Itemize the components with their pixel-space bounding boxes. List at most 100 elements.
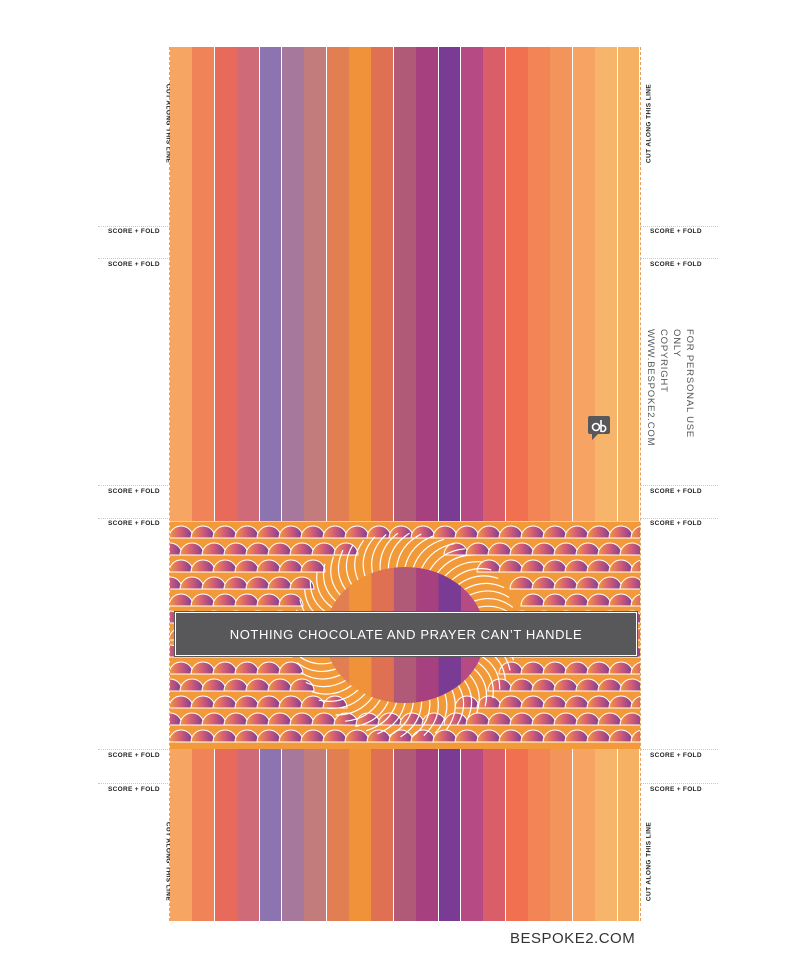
stripe xyxy=(192,47,216,921)
ring-arc xyxy=(371,534,387,573)
stripe xyxy=(304,47,328,921)
ring-arc xyxy=(318,689,359,702)
bespoke-logo-icon xyxy=(588,416,610,440)
scale-tile xyxy=(300,559,326,573)
stripe xyxy=(349,47,372,921)
ring-arc xyxy=(326,693,366,709)
score-fold-label: SCORE + FOLD xyxy=(108,520,160,527)
ring-arc xyxy=(429,548,465,571)
scale-tile xyxy=(630,593,640,607)
ring-arc xyxy=(345,544,354,585)
ring-arc xyxy=(480,655,501,690)
score-fold-label: SCORE + FOLD xyxy=(108,228,160,235)
fold-line xyxy=(640,485,718,486)
fold-line xyxy=(98,258,170,259)
ring-arc xyxy=(477,662,494,699)
stripe xyxy=(237,47,261,921)
scale-tile xyxy=(630,559,640,573)
ring-arc xyxy=(379,532,399,571)
stripe xyxy=(617,47,640,921)
ring-arc xyxy=(474,598,514,608)
stripe xyxy=(393,47,417,921)
ring-arc xyxy=(300,672,341,680)
left-cut-line xyxy=(169,47,170,921)
ring-arc xyxy=(411,699,431,738)
scale-tile xyxy=(289,678,315,692)
stripe xyxy=(259,47,283,921)
fold-line xyxy=(640,518,718,519)
score-fold-label: SCORE + FOLD xyxy=(108,261,160,268)
ring-arc xyxy=(400,701,423,738)
ring-arc xyxy=(377,702,406,735)
ring-arc xyxy=(354,539,365,581)
stripe xyxy=(483,47,507,921)
score-fold-label: SCORE + FOLD xyxy=(650,786,702,793)
ring-arc xyxy=(362,536,376,577)
ring-arc xyxy=(396,533,422,568)
ring-arc xyxy=(444,561,484,577)
ring-arc xyxy=(451,568,492,581)
ring-arc xyxy=(387,532,410,569)
scale-tile xyxy=(619,542,640,556)
scale-tile xyxy=(630,729,640,743)
stripe xyxy=(438,47,462,921)
ring-arc xyxy=(311,685,352,695)
ring-arc xyxy=(434,693,448,734)
ring-arc xyxy=(335,696,373,716)
ring-arc xyxy=(316,571,333,608)
scale-tile xyxy=(278,661,304,675)
ring-arc xyxy=(365,702,398,732)
fold-line xyxy=(98,485,170,486)
scale-tile xyxy=(630,525,640,539)
cut-label-bottom-right: CUT ALONG THIS LINE xyxy=(645,821,653,902)
ring-arc xyxy=(355,701,389,728)
score-fold-label: SCORE + FOLD xyxy=(650,752,702,759)
fold-line xyxy=(98,749,170,750)
stripe xyxy=(214,47,238,921)
stripe xyxy=(281,47,305,921)
ring-arc xyxy=(469,590,510,598)
chocolate-wrapper: NOTHING CHOCOLATE AND PRAYER CAN’T HANDL… xyxy=(170,47,640,921)
stripe xyxy=(416,47,440,921)
pattern-panel: NOTHING CHOCOLATE AND PRAYER CAN’T HANDL… xyxy=(170,521,640,749)
stripe xyxy=(326,47,350,921)
ring-arc xyxy=(388,702,414,737)
stripe xyxy=(505,47,529,921)
scale-tile xyxy=(630,695,640,709)
stripe xyxy=(595,47,619,921)
ring-arc xyxy=(296,662,336,672)
personal-use-text: FOR PERSONAL USE ONLY xyxy=(671,329,695,439)
scale-tile xyxy=(619,576,640,590)
scale-tile xyxy=(619,712,640,726)
ring-arc xyxy=(456,685,465,726)
ring-arc xyxy=(322,563,337,602)
stripe xyxy=(460,47,484,921)
score-fold-label: SCORE + FOLD xyxy=(650,520,702,527)
score-fold-label: SCORE + FOLD xyxy=(108,752,160,759)
ring-arc xyxy=(404,535,433,568)
score-fold-label: SCORE + FOLD xyxy=(108,488,160,495)
ring-arc xyxy=(445,689,456,731)
fold-line xyxy=(98,783,170,784)
ring-arc xyxy=(412,538,445,568)
score-fold-label: SCORE + FOLD xyxy=(650,228,702,235)
fold-line xyxy=(640,783,718,784)
ring-arc xyxy=(458,575,499,585)
ring-arc xyxy=(463,680,473,721)
cut-label-top-right: CUT ALONG THIS LINE xyxy=(645,83,653,164)
fold-line xyxy=(98,518,170,519)
fold-line xyxy=(640,226,718,227)
ring-arc xyxy=(337,549,347,590)
ring-arc xyxy=(464,582,505,591)
score-fold-label: SCORE + FOLD xyxy=(650,488,702,495)
ring-arc xyxy=(437,554,475,574)
right-cut-line xyxy=(640,47,641,921)
ring-arc xyxy=(423,697,439,736)
stripe xyxy=(550,47,574,921)
stripe xyxy=(170,47,193,921)
ring-arc xyxy=(345,699,381,722)
stripe xyxy=(572,47,596,921)
score-fold-label: SCORE + FOLD xyxy=(108,786,160,793)
score-fold-label: SCORE + FOLD xyxy=(650,261,702,268)
scale-tile xyxy=(630,661,640,675)
